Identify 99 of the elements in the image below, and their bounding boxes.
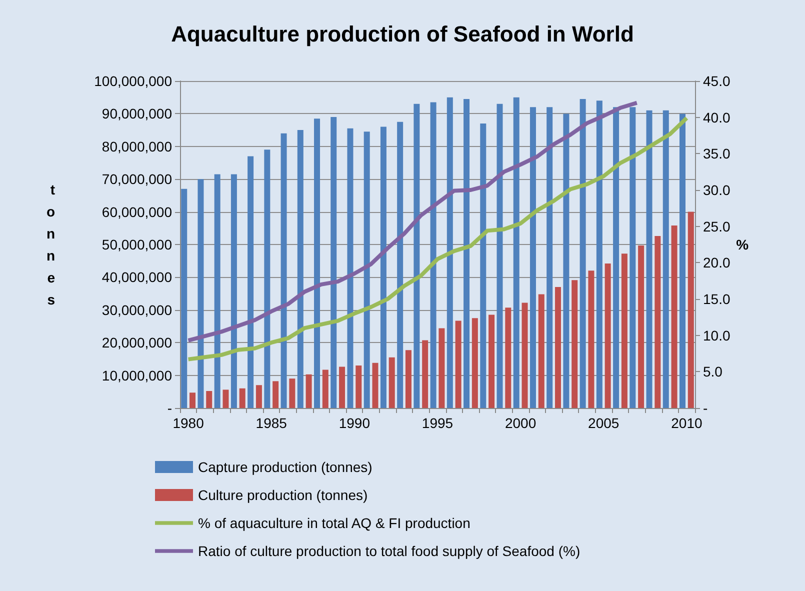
bar	[621, 254, 628, 408]
y-tick-label: 70,000,000	[102, 171, 172, 188]
bar	[646, 110, 652, 408]
y2-tick-label: 35.0	[703, 146, 730, 162]
x-tick-label: 1980	[172, 415, 204, 431]
x-tick-label: 1995	[422, 415, 454, 431]
bar	[364, 132, 370, 408]
bar	[480, 124, 486, 408]
y2-tick-label: 45.0	[703, 73, 730, 89]
bar	[522, 302, 528, 408]
bar	[654, 236, 661, 408]
bar	[596, 100, 602, 408]
bar	[222, 390, 229, 408]
bar	[604, 263, 611, 408]
bar	[289, 378, 296, 408]
bar	[563, 114, 570, 408]
bar	[472, 318, 478, 408]
x-tick-label: 2010	[671, 415, 702, 431]
y-tick-label: 90,000,000	[102, 106, 172, 122]
y2-tick-label: 20.0	[703, 254, 730, 271]
bar	[380, 126, 386, 408]
y-tick-label: 30,000,000	[102, 302, 172, 318]
y-axis-title: tonnes	[46, 182, 56, 308]
legend-label: Ratio of culture production to total food supply of Seafood (%)	[198, 543, 580, 559]
bar	[181, 188, 188, 408]
y-tick-label: 80,000,000	[102, 138, 172, 154]
y-tick-label: 20,000,000	[102, 334, 172, 351]
bar	[264, 150, 270, 408]
bar	[356, 365, 362, 408]
bar	[297, 130, 304, 408]
bar	[190, 392, 196, 408]
x-tick-label: 1985	[256, 415, 288, 431]
y-tick-label: 100,000,000	[94, 73, 172, 89]
y2-tick-label: 25.0	[703, 218, 730, 234]
bar	[214, 174, 220, 408]
bar	[347, 128, 354, 408]
y2-tick-label: 40.0	[703, 109, 730, 126]
bar	[662, 110, 669, 408]
bar	[388, 357, 395, 408]
bar	[572, 280, 578, 408]
bar	[580, 98, 586, 408]
bar	[554, 287, 561, 408]
bar	[272, 381, 279, 408]
y-tick-label: -	[167, 400, 172, 416]
bar	[438, 328, 445, 408]
bar	[405, 350, 412, 408]
bar	[414, 104, 420, 408]
bar	[588, 270, 594, 408]
x-tick-label: 1990	[338, 415, 370, 431]
bar	[248, 156, 254, 408]
bar	[455, 320, 462, 408]
bar	[339, 366, 346, 408]
bar	[446, 97, 453, 408]
y2-tick-label: 10.0	[703, 327, 730, 344]
bar	[546, 107, 553, 408]
bar	[679, 114, 686, 408]
bar	[630, 107, 636, 408]
bar	[322, 370, 328, 408]
y2-tick-label: 30.0	[703, 182, 730, 198]
y2-tick-label: 15.0	[703, 291, 730, 307]
line-series	[186, 100, 639, 342]
y-tick-label: 40,000,000	[102, 269, 172, 286]
legend-label: Culture production (tonnes)	[198, 487, 368, 503]
legend-label: % of aquaculture in total AQ & FI production	[198, 515, 470, 531]
bar	[488, 314, 495, 408]
y-tick-label: 50,000,000	[102, 236, 172, 252]
bar	[464, 98, 470, 408]
bar	[430, 102, 436, 408]
bar	[372, 362, 378, 408]
line-series	[186, 116, 689, 362]
bar	[538, 294, 544, 408]
bar	[613, 107, 620, 408]
y2-tick-label: 5.0	[703, 364, 723, 380]
bar	[239, 388, 246, 408]
bar	[280, 133, 287, 408]
bar	[330, 116, 337, 408]
y2-tick-label: -	[703, 400, 708, 416]
bar	[513, 97, 520, 408]
bar	[638, 245, 644, 408]
bar	[688, 212, 694, 408]
y-tick-label: 60,000,000	[102, 204, 172, 220]
bar	[314, 118, 320, 408]
legend-label: Capture production (tonnes)	[198, 459, 372, 475]
y2-axis-title: %	[736, 236, 750, 252]
bar	[198, 179, 204, 408]
bar	[397, 122, 404, 408]
bar	[422, 340, 428, 408]
chart-title: Aquaculture production of Seafood in World	[171, 22, 634, 46]
bar	[671, 226, 678, 408]
x-tick-label: 2005	[588, 415, 620, 431]
bar	[206, 390, 212, 408]
bar	[306, 374, 312, 408]
bar	[496, 104, 503, 408]
bar	[230, 174, 237, 408]
bar	[256, 385, 262, 408]
bar	[530, 107, 536, 408]
bar	[505, 308, 512, 408]
y-tick-label: 10,000,000	[102, 367, 172, 384]
x-tick-label: 2000	[504, 415, 536, 431]
